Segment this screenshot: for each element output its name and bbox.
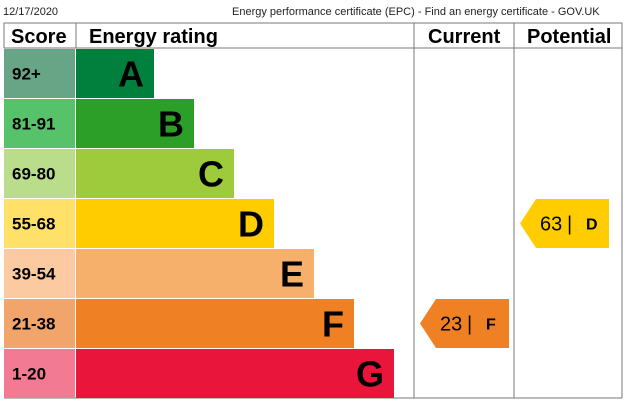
band-row-c: 69-80 C [4,149,234,198]
score-cell [4,349,75,398]
column-header-potential: Potential [527,26,611,48]
arrow-value: 23 [440,314,462,336]
score-cell [4,49,75,98]
arrow-separator: | [467,314,472,336]
score-cell [4,199,75,248]
arrow-shape [520,199,609,248]
arrow-shape [420,299,509,348]
column-header-energy-rating: Energy rating [89,26,218,48]
score-label: 81-91 [12,115,55,134]
band-letter: E [280,254,304,295]
score-cell [4,149,75,198]
score-cell [4,299,75,348]
rating-bar [76,99,194,148]
score-label: 92+ [12,65,41,84]
rating-bar [76,199,274,248]
band-letter: A [118,54,144,95]
rating-bands: 92+ A 81-91 B 69-80 C 55-68 D 39-54 E 21-38 F 1-20 G [4,49,394,398]
arrow-separator: | [567,214,572,236]
potential-rating-arrow: 63 | D [520,199,609,248]
score-label: 1-20 [12,365,46,384]
band-letter: F [322,304,344,345]
score-cell [4,99,75,148]
arrow-value: 63 [540,214,562,236]
band-row-a: 92+ A [4,49,154,98]
band-letter: B [158,104,184,145]
rating-bar [76,149,234,198]
band-row-f: 21-38 F [4,299,354,348]
column-header-score: Score [11,26,67,48]
print-date: 12/17/2020 [3,6,59,18]
rating-bar [76,299,354,348]
page-title: Energy performance certificate (EPC) - F… [232,6,600,18]
score-label: 69-80 [12,165,55,184]
column-header-current: Current [428,26,501,48]
score-cell [4,249,75,298]
rating-arrows: 23 | F63 | D [420,199,609,348]
band-row-e: 39-54 E [4,249,314,298]
rating-bar [76,249,314,298]
band-row-d: 55-68 D [4,199,274,248]
rating-bar [76,49,154,98]
rating-bar [76,349,394,398]
score-label: 21-38 [12,315,55,334]
arrow-letter: F [486,317,496,334]
score-label: 55-68 [12,215,55,234]
arrow-letter: D [586,217,598,234]
score-label: 39-54 [12,265,56,284]
band-letter: C [198,154,224,195]
current-rating-arrow: 23 | F [420,299,509,348]
band-row-g: 1-20 G [4,349,394,398]
band-row-b: 81-91 B [4,99,194,148]
band-letter: G [356,354,384,395]
band-letter: D [238,204,264,245]
